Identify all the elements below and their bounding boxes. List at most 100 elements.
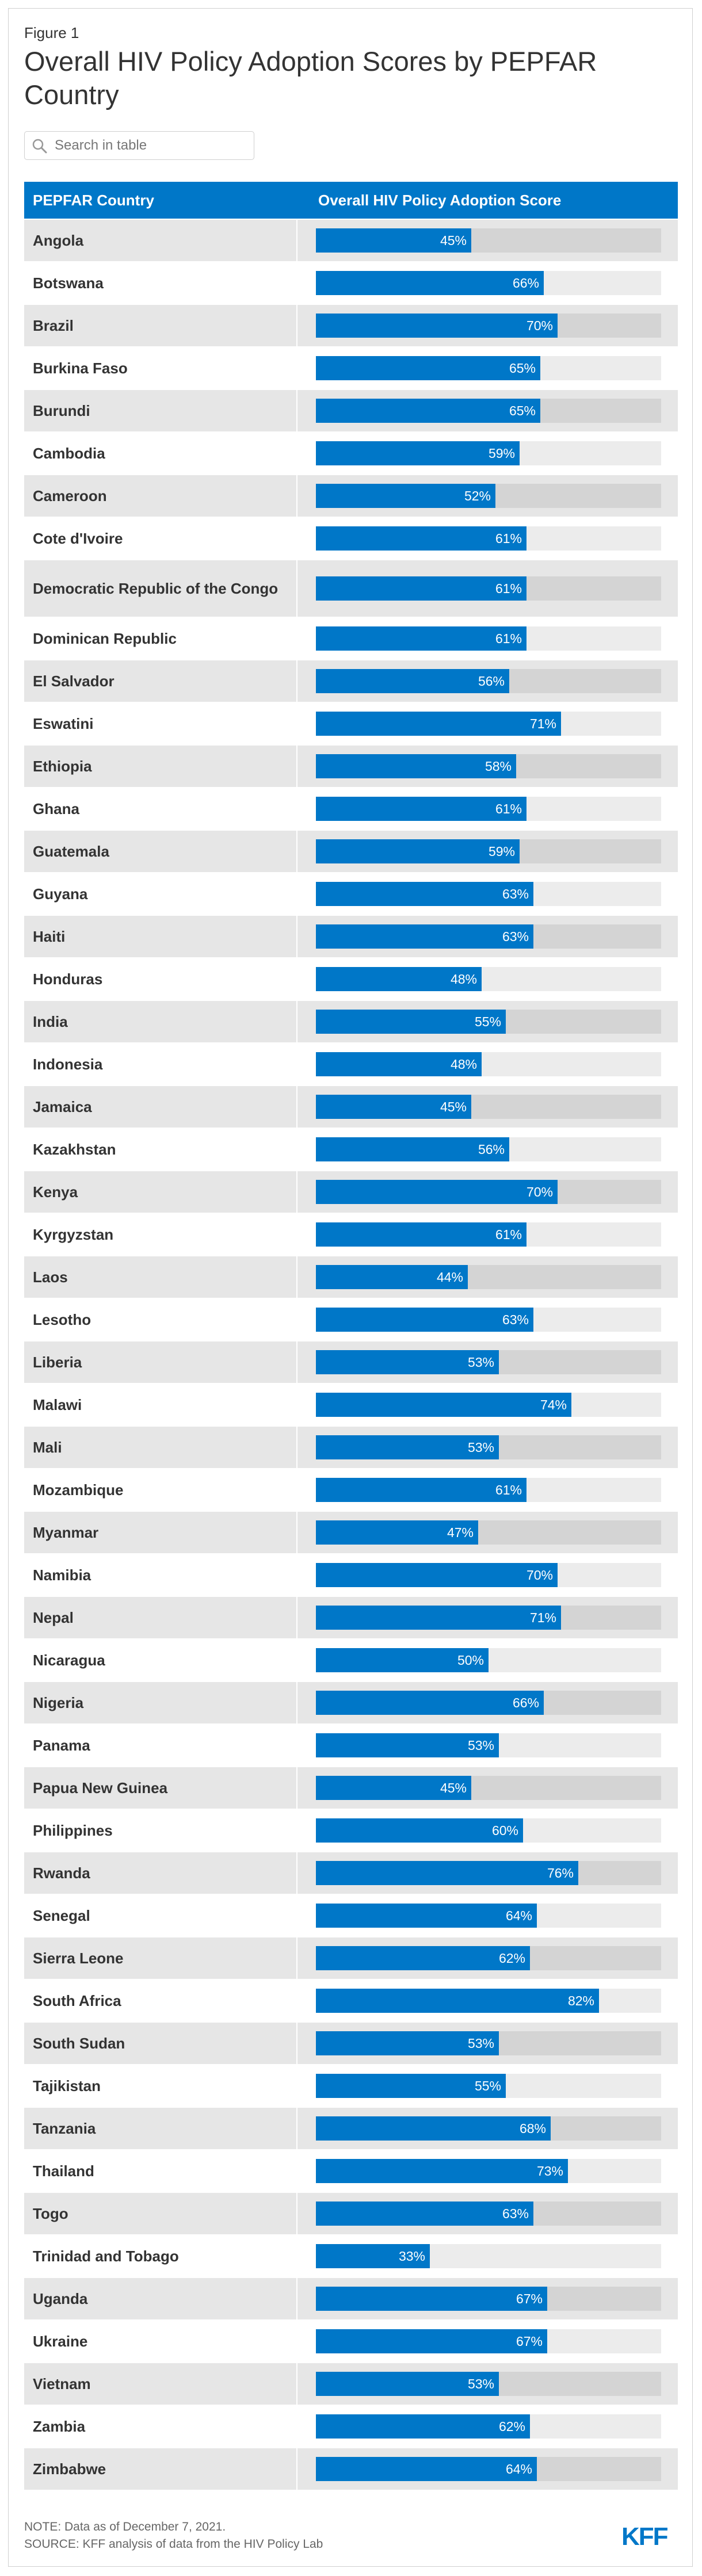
score-cell: 55% <box>297 2065 678 2107</box>
country-name: Honduras <box>24 958 297 1000</box>
table-row: Guyana 63% <box>24 872 678 915</box>
bar-value-label: 64% <box>505 2462 532 2476</box>
bar-track: 63% <box>316 924 661 949</box>
score-cell: 58% <box>297 746 678 787</box>
score-cell: 53% <box>297 1427 678 1468</box>
score-cell: 55% <box>297 1001 678 1042</box>
bar-value-label: 67% <box>516 2334 543 2349</box>
score-cell: 47% <box>297 1512 678 1553</box>
country-name: Philippines <box>24 1810 297 1851</box>
bar-track: 55% <box>316 1010 661 1034</box>
bar-value-label: 33% <box>398 2249 425 2264</box>
score-cell: 59% <box>297 831 678 872</box>
score-cell: 62% <box>297 1937 678 1979</box>
search-input[interactable] <box>55 132 245 159</box>
table-row: Cameroon 52% <box>24 474 678 517</box>
score-cell: 76% <box>297 1852 678 1894</box>
bar-track: 67% <box>316 2329 661 2353</box>
score-cell: 56% <box>297 660 678 702</box>
country-name: El Salvador <box>24 660 297 702</box>
table-row: Malawi 74% <box>24 1383 678 1425</box>
country-name: Brazil <box>24 305 297 346</box>
bar-track: 61% <box>316 1222 661 1247</box>
bar-track: 64% <box>316 2457 661 2481</box>
bar-value-label: 70% <box>526 1568 553 1583</box>
bar-value-label: 52% <box>464 488 491 503</box>
country-name: Zimbabwe <box>24 2448 297 2490</box>
bar-value-label: 55% <box>474 1014 501 1029</box>
bar-track: 45% <box>316 1095 661 1119</box>
bar-value-label: 70% <box>526 318 553 333</box>
table-row: Lesotho 63% <box>24 1298 678 1340</box>
table-row: Guatemala 59% <box>24 830 678 872</box>
bar: 59% <box>316 441 520 465</box>
bar: 56% <box>316 669 509 693</box>
search-box[interactable] <box>24 131 254 160</box>
table-row: Myanmar 47% <box>24 1511 678 1553</box>
country-name: Ethiopia <box>24 746 297 787</box>
country-name: Burkina Faso <box>24 347 297 389</box>
country-name: South Africa <box>24 1980 297 2021</box>
column-header-country[interactable]: PEPFAR Country <box>33 191 154 209</box>
table-row: Sierra Leone 62% <box>24 1936 678 1979</box>
country-name: Vietnam <box>24 2363 297 2405</box>
bar-track: 59% <box>316 441 661 465</box>
table-row: Botswana 66% <box>24 261 678 304</box>
score-cell: 61% <box>297 1469 678 1511</box>
bar-track: 61% <box>316 526 661 551</box>
table-row: Vietnam 53% <box>24 2362 678 2405</box>
bar-track: 82% <box>316 1989 661 2013</box>
score-cell: 48% <box>297 958 678 1000</box>
bar-value-label: 53% <box>467 1355 494 1370</box>
table-row: Ethiopia 58% <box>24 744 678 787</box>
table-row: Kazakhstan 56% <box>24 1128 678 1170</box>
bar: 61% <box>316 626 526 651</box>
table-row: Eswatini 71% <box>24 702 678 744</box>
bar-value-label: 47% <box>447 1525 474 1540</box>
table-row: Kenya 70% <box>24 1170 678 1213</box>
table-row: Ghana 61% <box>24 787 678 830</box>
bar: 82% <box>316 1989 599 2013</box>
bar-track: 65% <box>316 399 661 423</box>
country-name: Guatemala <box>24 831 297 872</box>
score-cell: 65% <box>297 390 678 431</box>
bar-value-label: 53% <box>467 1440 494 1455</box>
table-row: Kyrgyzstan 61% <box>24 1213 678 1255</box>
score-cell: 73% <box>297 2150 678 2192</box>
bar: 61% <box>316 576 526 601</box>
table-row: India 55% <box>24 1000 678 1042</box>
bar: 64% <box>316 1904 537 1928</box>
score-cell: 82% <box>297 1980 678 2021</box>
table-row: Nicaragua 50% <box>24 1638 678 1681</box>
bar: 70% <box>316 1563 558 1587</box>
country-name: Democratic Republic of the Congo <box>24 560 297 617</box>
bar: 44% <box>316 1265 468 1289</box>
bar: 61% <box>316 1478 526 1502</box>
bar: 63% <box>316 882 533 906</box>
bar-value-label: 73% <box>536 2164 563 2178</box>
score-cell: 52% <box>297 475 678 517</box>
bar-value-label: 61% <box>495 1482 522 1497</box>
bar: 45% <box>316 1776 471 1800</box>
bar-track: 56% <box>316 1137 661 1161</box>
bar-track: 73% <box>316 2159 661 2183</box>
country-name: Ghana <box>24 788 297 830</box>
table-row: Burundi 65% <box>24 389 678 431</box>
country-name: Dominican Republic <box>24 618 297 659</box>
bar: 71% <box>316 1606 561 1630</box>
bar-value-label: 65% <box>509 361 536 376</box>
kff-logo: KFF <box>621 2523 669 2551</box>
bar-track: 48% <box>316 967 661 991</box>
bar-value-label: 45% <box>440 1099 467 1114</box>
score-cell: 61% <box>297 788 678 830</box>
score-cell: 66% <box>297 262 678 304</box>
country-name: Kazakhstan <box>24 1129 297 1170</box>
score-cell: 66% <box>297 1682 678 1723</box>
bar-value-label: 66% <box>512 276 539 291</box>
country-name: Rwanda <box>24 1852 297 1894</box>
bar: 76% <box>316 1861 578 1885</box>
column-header-score[interactable]: Overall HIV Policy Adoption Score <box>318 191 562 209</box>
score-cell: 64% <box>297 1895 678 1936</box>
score-cell: 63% <box>297 916 678 957</box>
country-name: Malawi <box>24 1384 297 1425</box>
